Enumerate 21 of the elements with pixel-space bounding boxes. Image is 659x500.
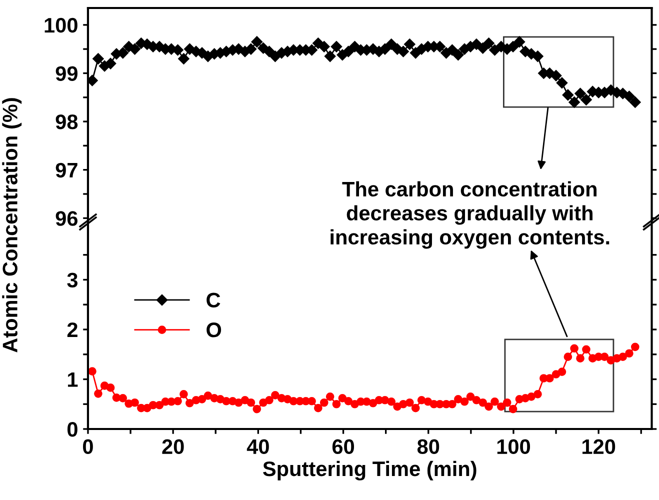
x-tick-label: 100 [497,439,530,454]
y-tick-label: 1 [68,372,78,387]
y-tick-label: 96 [56,211,78,226]
y-tick-label: 2 [67,322,78,338]
annotation: The carbon concentration decreases gradually with increasing oxygen contents. [330,181,610,249]
x-tick-label: 120 [582,439,616,454]
legend-label: O [206,322,222,338]
y-tick-label: 97 [56,162,78,178]
x-tick-label: 0 [83,439,93,454]
y-tick-label: 100 [44,18,78,33]
x-axis-title: Sputtering Time (min) [263,460,476,480]
y-tick-label: 3 [67,272,78,288]
y-tick-label: 99 [56,66,78,81]
y-tick-label: 0 [67,422,78,437]
x-tick-label: 80 [417,439,440,454]
x-tick-label: 60 [332,439,354,454]
y-tick-label: 98 [56,114,78,130]
x-tick-label: 20 [162,439,184,454]
x-tick-label: 40 [246,439,269,454]
y-axis-title: Atomic Concentration (%) [2,98,22,352]
legend-label: C [206,292,220,308]
